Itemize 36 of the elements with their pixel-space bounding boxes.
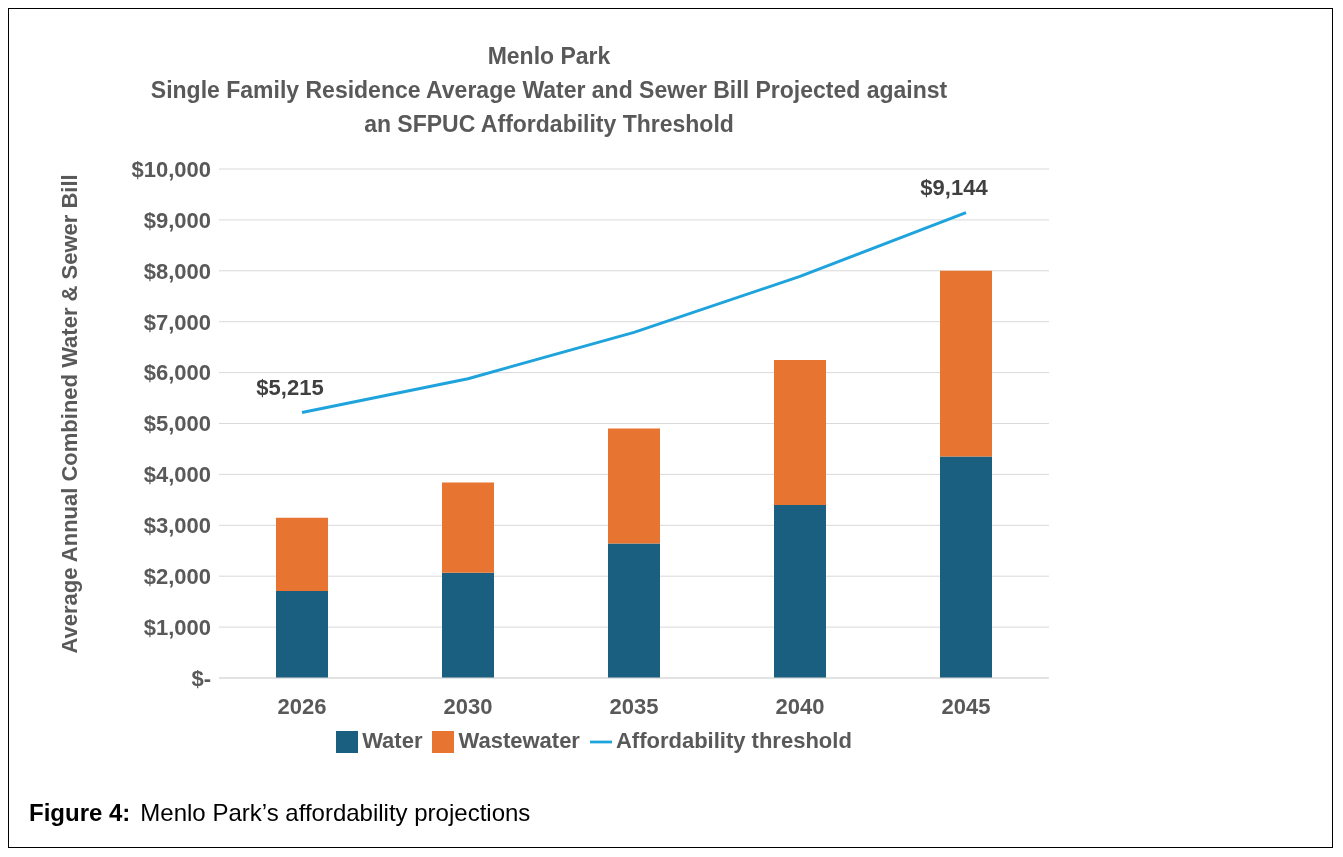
y-tick-label: $3,000 xyxy=(143,513,211,539)
text: Menlo Park’s affordability projections xyxy=(140,799,531,826)
y-axis-title: Average Annual Combined Water & Sewer Bill xyxy=(56,174,82,654)
y-tick-label: $7,000 xyxy=(143,309,211,335)
bar xyxy=(276,590,328,678)
bar xyxy=(276,517,328,591)
x-tick-label: 2045 xyxy=(941,693,991,719)
data-label: $5,215 xyxy=(256,374,324,400)
x-tick-label: 2026 xyxy=(277,693,327,719)
y-tick-label: $4,000 xyxy=(143,462,211,488)
data-label: $9,144 xyxy=(920,174,989,200)
legend-label: Wastewater xyxy=(458,728,580,753)
bar xyxy=(774,359,826,505)
y-tick-label: $6,000 xyxy=(143,360,211,386)
bar xyxy=(442,482,494,573)
y-tick-label: $8,000 xyxy=(143,258,211,284)
bar xyxy=(608,428,660,544)
x-tick-label: 2035 xyxy=(609,693,659,719)
chart-title: Menlo Park xyxy=(486,42,612,71)
bar xyxy=(940,456,992,678)
caption: Figure 4: xyxy=(29,799,131,826)
bar xyxy=(442,572,494,678)
y-tick-label: $2,000 xyxy=(143,564,211,590)
bar xyxy=(774,504,826,678)
legend-label: Affordability threshold xyxy=(615,728,852,753)
chart-subtitle: Single Family Residence Average Water and Sewer Bill Projected against an SFPUC Affordability Threshold xyxy=(149,76,949,139)
y-tick-label: $10,000 xyxy=(131,156,211,182)
bar xyxy=(940,270,992,457)
x-tick-label: 2040 xyxy=(775,693,825,719)
y-tick-label: $9,000 xyxy=(143,207,211,233)
legend-label: Water xyxy=(362,728,423,753)
bar xyxy=(608,543,660,678)
x-tick-label: 2030 xyxy=(443,693,493,719)
y-tick-label: $5,000 xyxy=(143,411,211,437)
y-tick-label: $1,000 xyxy=(143,614,211,640)
y-tick-label: $- xyxy=(191,665,211,691)
